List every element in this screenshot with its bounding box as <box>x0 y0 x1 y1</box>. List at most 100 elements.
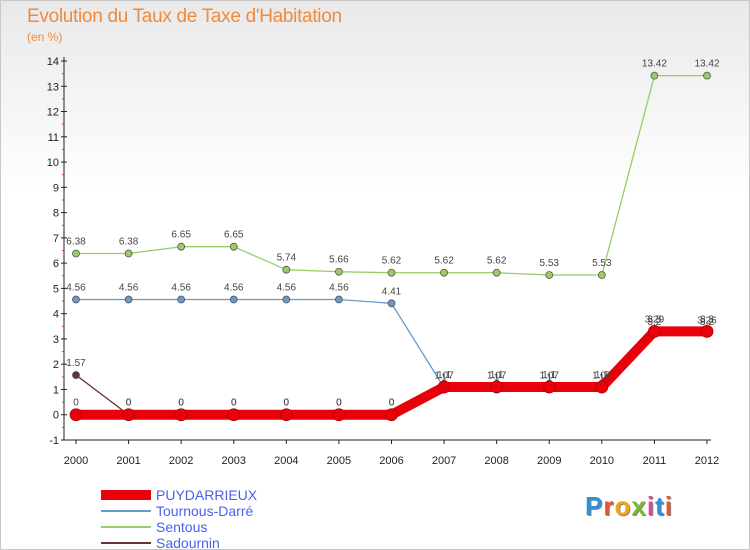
data-label-3: 3.2 <box>647 317 661 328</box>
x-tick-label: 2006 <box>379 455 403 467</box>
series-point-2 <box>335 267 343 276</box>
data-label-1: 3.29 <box>645 315 665 326</box>
data-label-2: 5.53 <box>540 258 560 269</box>
chart-subtitle: (en %) <box>27 30 63 44</box>
data-label-0: 0 <box>178 398 184 409</box>
data-label-3: 1 <box>441 372 447 383</box>
x-tick-label: 2005 <box>327 455 351 467</box>
x-tick-label: 2007 <box>432 455 456 467</box>
y-tick-label: 12 <box>47 107 59 119</box>
series-point-0 <box>542 380 556 394</box>
data-label-3: 1 <box>494 372 500 383</box>
x-tick-label: 2009 <box>537 455 561 467</box>
data-label-2: 5.53 <box>592 258 612 269</box>
data-label-2: 6.65 <box>224 230 244 241</box>
logo-letter: i <box>664 491 673 521</box>
series-point-2 <box>440 268 448 277</box>
y-tick-label: 7 <box>53 233 59 245</box>
series-point-0 <box>385 408 398 422</box>
series-point-0 <box>69 408 83 422</box>
data-label-1: 4.56 <box>277 283 297 294</box>
data-label-1: 4.56 <box>66 283 86 294</box>
proxiti-logo: Proxiti <box>585 491 673 522</box>
y-tick-label: 10 <box>47 157 59 169</box>
series-point-2 <box>597 271 606 279</box>
y-tick-label: 2 <box>53 359 59 371</box>
series-point-2 <box>387 268 396 277</box>
logo-letter: t <box>655 491 665 521</box>
data-label-1: 4.56 <box>329 283 349 294</box>
data-label-0: 0 <box>284 398 290 409</box>
series-point-1 <box>72 295 80 304</box>
data-label-2: 13.42 <box>642 59 667 70</box>
series-point-2 <box>229 242 238 251</box>
legend-label: Tournous-Darré <box>156 503 253 519</box>
chart-series <box>69 71 714 422</box>
x-tick-label: 2000 <box>64 455 88 467</box>
data-label-1: 3.26 <box>697 315 717 326</box>
x-tick-label: 2010 <box>590 455 614 467</box>
y-tick-label: 13 <box>47 81 59 93</box>
data-label-2: 5.62 <box>382 256 402 267</box>
data-label-0: 0 <box>231 398 237 409</box>
y-tick-label: 4 <box>53 309 59 321</box>
data-label-1: 4.41 <box>382 286 402 297</box>
series-point-3 <box>72 371 80 379</box>
data-label-2: 5.74 <box>277 253 297 264</box>
series-point-2 <box>492 268 501 277</box>
x-tick-label: 2004 <box>274 455 298 467</box>
legend-label: Sadournin <box>156 535 220 549</box>
series-point-0 <box>700 324 714 338</box>
series-point-1 <box>387 299 396 308</box>
logo-letter: P <box>585 491 604 521</box>
y-tick-label: 11 <box>48 132 59 144</box>
x-tick-label: 2012 <box>695 455 719 467</box>
series-point-0 <box>437 380 451 394</box>
data-label-3: 0 <box>284 398 290 409</box>
chart-data-labels: 6.38 6.38 6.65 6.65 5.74 5.66 5.62 5.62 5.62 5.53… <box>66 59 720 409</box>
data-label-0: 1.1 <box>542 370 556 381</box>
x-tick-label: 2002 <box>169 455 193 467</box>
data-label-0: 3.3 <box>647 314 661 325</box>
series-point-1 <box>177 295 186 304</box>
data-label-2: 6.38 <box>66 237 86 248</box>
data-label-1: 4.56 <box>224 283 244 294</box>
data-label-2: 6.65 <box>171 230 191 241</box>
data-label-3: 0 <box>231 398 237 409</box>
series-line-2 <box>75 75 708 276</box>
series-point-0 <box>122 408 135 422</box>
x-tick-label: 2001 <box>116 455 140 467</box>
y-tick-label: 9 <box>53 182 59 194</box>
data-label-1: 1.07 <box>487 371 507 382</box>
series-point-0 <box>332 408 346 422</box>
y-tick-label: -1 <box>49 435 59 447</box>
data-label-3: 3.2 <box>700 317 714 328</box>
series-point-2 <box>177 242 186 251</box>
series-point-1 <box>124 295 133 304</box>
series-point-0 <box>227 408 241 422</box>
data-label-3: 1 <box>546 372 552 383</box>
data-label-1: 1.07 <box>434 371 454 382</box>
data-label-0: 0 <box>126 398 132 409</box>
logo-letter: i <box>646 491 656 521</box>
legend-label: Sentous <box>156 519 207 535</box>
series-point-0 <box>174 408 188 422</box>
data-label-2: 6.38 <box>119 237 139 248</box>
data-label-1: 1.07 <box>592 371 612 382</box>
x-tick-label: 2008 <box>484 455 508 467</box>
y-tick-label: 6 <box>53 258 59 270</box>
logo-letter: o <box>614 491 632 521</box>
data-label-0: 3.3 <box>700 314 714 325</box>
series-point-2 <box>282 265 291 274</box>
series-point-2 <box>72 249 80 258</box>
data-label-1: 1.07 <box>540 371 560 382</box>
data-label-0: 0 <box>73 398 79 409</box>
data-label-0: 1.1 <box>437 370 451 381</box>
series-point-0 <box>490 380 504 394</box>
series-point-0 <box>648 324 661 338</box>
data-label-2: 5.62 <box>434 256 454 267</box>
series-point-0 <box>595 380 609 394</box>
data-label-0: 1.1 <box>595 370 609 381</box>
